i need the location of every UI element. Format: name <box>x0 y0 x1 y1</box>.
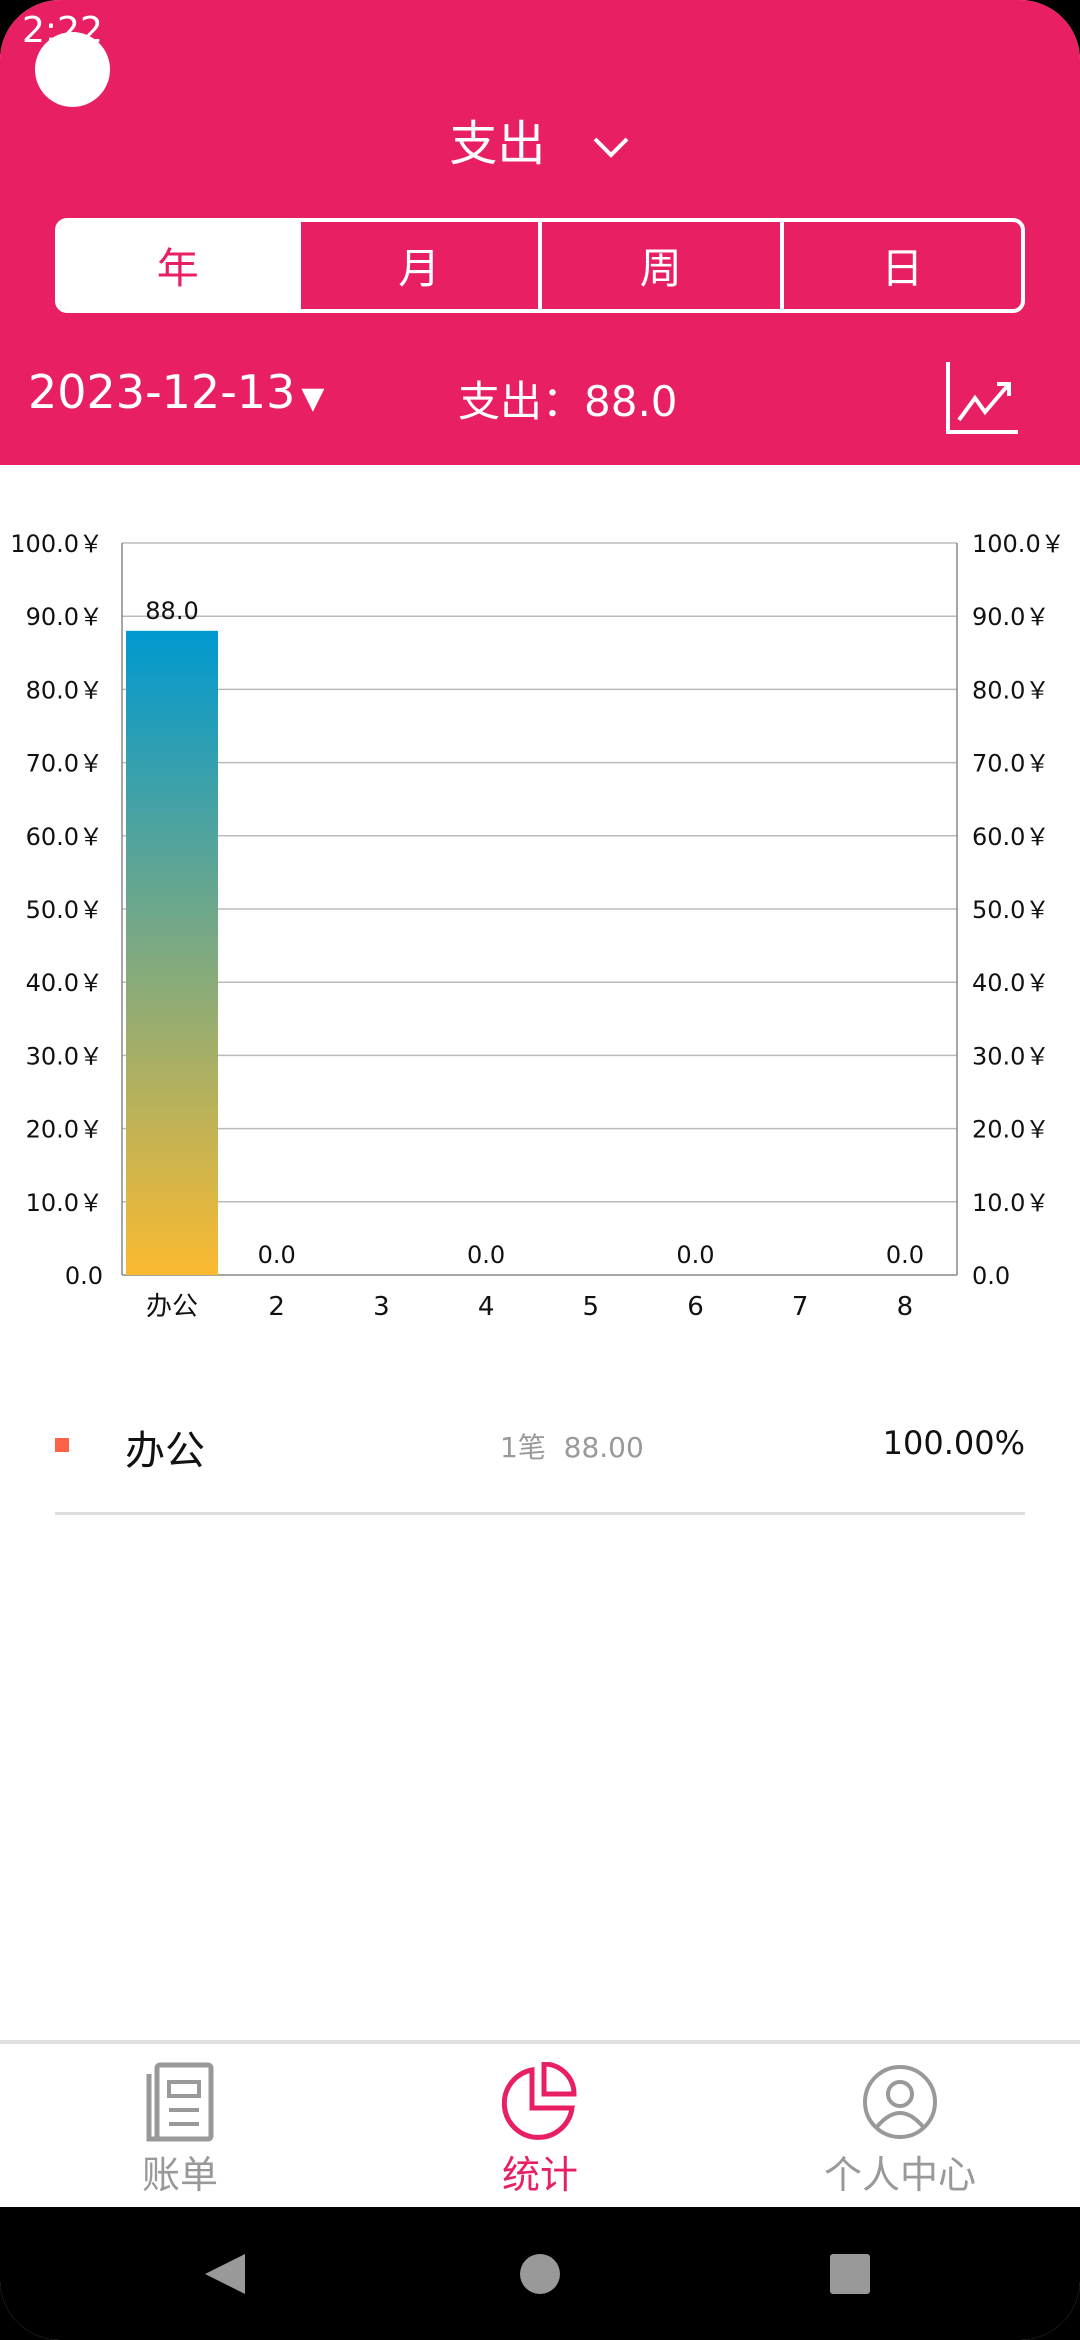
y-tick-right: 0.0 <box>972 1262 1010 1290</box>
period-tabs: 年 月 周 日 <box>55 218 1025 313</box>
y-tick-right: 20.0￥ <box>972 1116 1049 1144</box>
x-tick-label: 办公 <box>146 1292 198 1322</box>
x-tick-label: 2 <box>268 1292 285 1322</box>
x-tick-label: 8 <box>897 1292 914 1322</box>
data-label: 0.0 <box>886 1241 924 1269</box>
category-count-amount: 1笔 88.00 <box>500 1431 644 1464</box>
y-tick-right: 100.0￥ <box>972 530 1065 558</box>
tab-year[interactable]: 年 <box>59 222 297 309</box>
back-icon[interactable] <box>205 2254 245 2294</box>
y-tick-right: 10.0￥ <box>972 1189 1049 1217</box>
category-percent: 100.00% <box>882 1424 1025 1462</box>
x-tick-label: 5 <box>583 1292 600 1322</box>
y-tick-right: 80.0￥ <box>972 676 1049 704</box>
nav-bills[interactable]: 账单 <box>0 2044 360 2207</box>
date-picker[interactable]: 2023-12-13 ▼ <box>28 365 324 419</box>
system-nav-bar <box>0 2207 1080 2340</box>
x-tick-label: 4 <box>478 1292 495 1322</box>
camera-cutout <box>35 32 110 107</box>
y-tick-left: 100.0￥ <box>10 530 103 558</box>
tab-week[interactable]: 周 <box>538 222 780 309</box>
data-label: 0.0 <box>676 1241 714 1269</box>
y-tick-right: 60.0￥ <box>972 823 1049 851</box>
y-tick-right: 90.0￥ <box>972 603 1049 631</box>
tab-month[interactable]: 月 <box>296 222 539 309</box>
data-label: 0.0 <box>258 1241 296 1269</box>
line-chart-icon[interactable] <box>945 360 1020 435</box>
y-tick-left: 60.0￥ <box>26 823 103 851</box>
bar-chart: 0.0 0.010.0￥ 10.0￥20.0￥ 20.0￥30.0￥ 30.0￥40.0… <box>10 530 1065 1322</box>
divider <box>55 1512 1025 1515</box>
nav-stats[interactable]: 统计 <box>360 2044 720 2207</box>
y-tick-left: 0.0 <box>65 1262 103 1290</box>
bar <box>126 630 218 1275</box>
caret-down-icon: ▼ <box>301 381 325 416</box>
header: 2:22 支出 年 月 周 日 2023-12-13 ▼ 支出：88.0 <box>0 0 1080 465</box>
y-tick-right: 50.0￥ <box>972 896 1049 924</box>
y-tick-left: 70.0￥ <box>26 750 103 778</box>
y-tick-right: 30.0￥ <box>972 1042 1049 1070</box>
x-tick-label: 3 <box>373 1292 390 1322</box>
list-item[interactable]: 办公 1笔 88.00 100.00% <box>55 1410 1025 1480</box>
data-label: 88.0 <box>145 597 198 625</box>
home-icon[interactable] <box>520 2254 560 2294</box>
bill-icon <box>146 2062 214 2142</box>
date-value: 2023-12-13 <box>28 365 296 419</box>
y-tick-left: 10.0￥ <box>26 1189 103 1217</box>
category-color-marker <box>55 1438 69 1452</box>
y-tick-left: 40.0￥ <box>26 969 103 997</box>
y-tick-left: 90.0￥ <box>26 603 103 631</box>
y-tick-right: 70.0￥ <box>972 750 1049 778</box>
total-expense: 支出：88.0 <box>458 377 678 426</box>
category-name: 办公 <box>125 1428 205 1474</box>
chevron-down-icon <box>593 137 629 158</box>
y-tick-left: 20.0￥ <box>26 1116 103 1144</box>
page-title: 支出 <box>449 116 546 172</box>
y-tick-left: 50.0￥ <box>26 896 103 924</box>
y-tick-right: 40.0￥ <box>972 969 1049 997</box>
type-dropdown[interactable]: 支出 <box>0 104 1080 174</box>
pie-chart-icon <box>502 2062 577 2140</box>
nav-profile[interactable]: 个人中心 <box>720 2044 1080 2207</box>
x-tick-label: 7 <box>792 1292 809 1322</box>
bottom-nav: 账单 统计 个人中心 <box>0 2040 1080 2207</box>
y-tick-left: 80.0￥ <box>26 676 103 704</box>
x-tick-label: 6 <box>687 1292 704 1322</box>
tab-day[interactable]: 日 <box>779 222 1022 309</box>
user-icon <box>863 2065 937 2139</box>
y-tick-left: 30.0￥ <box>26 1042 103 1070</box>
recents-icon[interactable] <box>830 2254 870 2294</box>
data-label: 0.0 <box>467 1241 505 1269</box>
